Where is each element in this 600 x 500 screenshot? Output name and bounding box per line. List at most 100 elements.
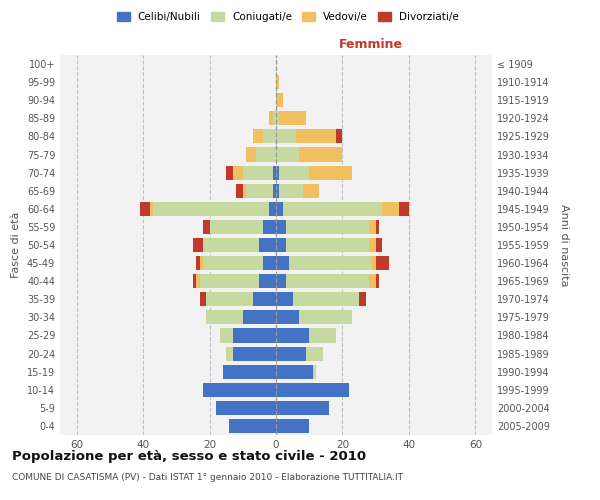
Bar	[263, 256, 276, 270]
Bar	[272, 112, 276, 126]
Bar	[243, 310, 276, 324]
Y-axis label: Fasce di età: Fasce di età	[11, 212, 21, 278]
Bar	[233, 166, 243, 179]
Bar	[259, 274, 276, 288]
Bar	[203, 256, 263, 270]
Bar	[299, 148, 343, 162]
Bar	[369, 220, 376, 234]
Bar	[206, 310, 243, 324]
Bar	[280, 184, 302, 198]
Bar	[299, 310, 352, 324]
Bar	[200, 274, 259, 288]
Bar	[313, 364, 316, 378]
Bar	[382, 202, 399, 216]
Bar	[276, 238, 286, 252]
Bar	[276, 166, 280, 179]
Bar	[276, 274, 286, 288]
Bar	[399, 202, 409, 216]
Legend: Celibi/Nubili, Coniugati/e, Vedovi/e, Divorziati/e: Celibi/Nubili, Coniugati/e, Vedovi/e, Di…	[113, 8, 463, 26]
Bar	[359, 292, 366, 306]
Bar	[253, 130, 263, 143]
Bar	[376, 256, 389, 270]
Bar	[259, 238, 276, 252]
Bar	[369, 274, 376, 288]
Bar	[246, 148, 256, 162]
Bar	[220, 328, 233, 342]
Bar	[243, 166, 272, 179]
Bar	[289, 256, 373, 270]
Bar	[153, 202, 269, 216]
Bar	[256, 148, 276, 162]
Bar	[263, 220, 276, 234]
Bar	[216, 401, 276, 415]
Bar	[233, 328, 276, 342]
Bar	[276, 328, 309, 342]
Bar	[376, 220, 379, 234]
Bar	[269, 202, 276, 216]
Bar	[226, 346, 233, 360]
Bar	[276, 202, 283, 216]
Bar	[276, 292, 293, 306]
Bar	[140, 202, 150, 216]
Bar	[276, 364, 313, 378]
Bar	[283, 202, 382, 216]
Bar	[150, 202, 153, 216]
Bar	[243, 184, 246, 198]
Bar	[276, 310, 299, 324]
Bar	[206, 292, 253, 306]
Bar	[203, 382, 276, 397]
Bar	[276, 112, 280, 126]
Y-axis label: Anni di nascita: Anni di nascita	[559, 204, 569, 286]
Bar	[276, 256, 289, 270]
Bar	[296, 130, 336, 143]
Bar	[286, 220, 369, 234]
Bar	[309, 328, 336, 342]
Bar	[229, 419, 276, 433]
Bar	[376, 238, 382, 252]
Text: COMUNE DI CASATISMA (PV) - Dati ISTAT 1° gennaio 2010 - Elaborazione TUTTITALIA.: COMUNE DI CASATISMA (PV) - Dati ISTAT 1°…	[12, 472, 403, 482]
Bar	[200, 292, 206, 306]
Bar	[203, 220, 209, 234]
Bar	[246, 184, 272, 198]
Bar	[236, 184, 243, 198]
Bar	[293, 292, 359, 306]
Bar	[196, 256, 200, 270]
Bar	[196, 274, 200, 288]
Bar	[369, 238, 376, 252]
Bar	[253, 292, 276, 306]
Bar	[276, 220, 286, 234]
Text: Popolazione per età, sesso e stato civile - 2010: Popolazione per età, sesso e stato civil…	[12, 450, 366, 463]
Bar	[336, 130, 343, 143]
Bar	[272, 166, 276, 179]
Bar	[209, 220, 263, 234]
Bar	[269, 112, 272, 126]
Bar	[276, 93, 283, 108]
Bar	[276, 382, 349, 397]
Bar	[276, 401, 329, 415]
Bar	[200, 256, 203, 270]
Bar	[276, 419, 309, 433]
Bar	[203, 238, 259, 252]
Bar	[306, 346, 323, 360]
Text: Femmine: Femmine	[339, 38, 403, 51]
Bar	[276, 130, 296, 143]
Bar	[286, 238, 369, 252]
Bar	[276, 75, 280, 89]
Bar	[309, 166, 352, 179]
Bar	[280, 112, 306, 126]
Bar	[276, 184, 280, 198]
Bar	[193, 238, 203, 252]
Bar	[223, 364, 276, 378]
Bar	[280, 166, 309, 179]
Bar	[226, 166, 233, 179]
Bar	[373, 256, 376, 270]
Bar	[376, 274, 379, 288]
Bar	[272, 184, 276, 198]
Bar	[233, 346, 276, 360]
Bar	[286, 274, 369, 288]
Bar	[263, 130, 276, 143]
Bar	[302, 184, 319, 198]
Bar	[193, 274, 196, 288]
Bar	[276, 148, 299, 162]
Bar	[276, 346, 306, 360]
